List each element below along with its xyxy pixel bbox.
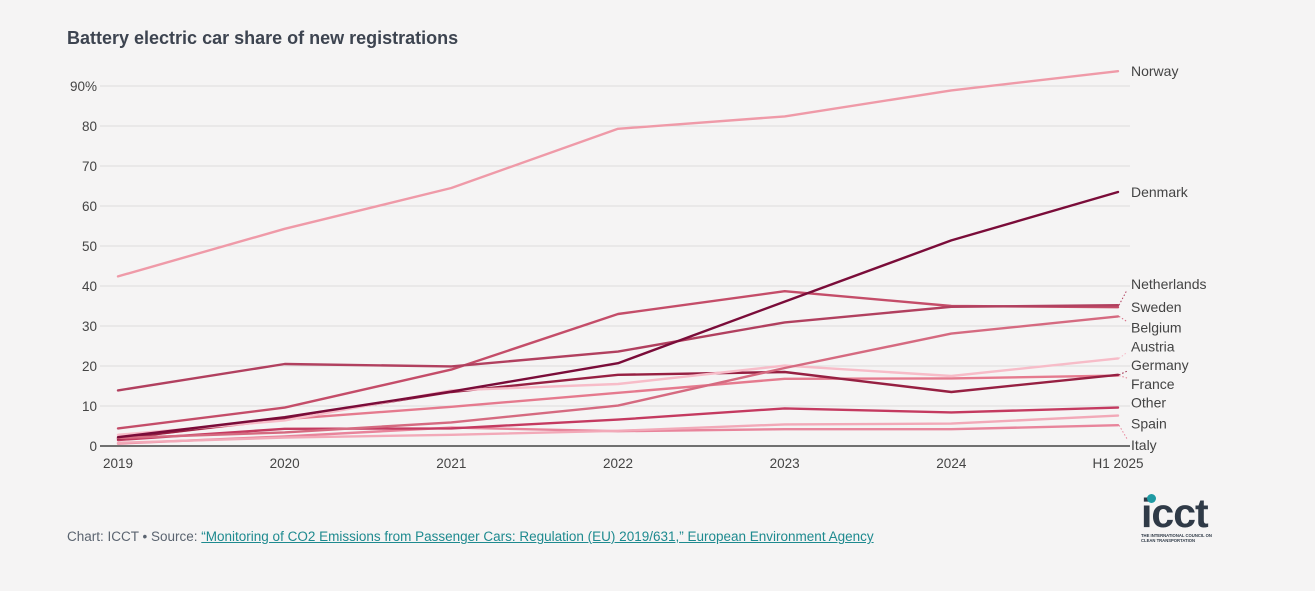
logo-tagline: THE INTERNATIONAL COUNCIL ON CLEAN TRANS…	[1141, 533, 1212, 543]
series-line-belgium	[116, 315, 1120, 440]
chart-source: Chart: ICCT • Source: “Monitoring of CO2…	[67, 529, 874, 544]
y-tick-label: 80	[82, 119, 97, 134]
series-line-austria	[116, 357, 1120, 436]
series-label-other: Other	[1131, 394, 1166, 410]
label-leader	[1118, 351, 1128, 359]
series-line-italy	[116, 424, 1120, 445]
logo-dot-icon	[1147, 494, 1156, 503]
x-tick-label: 2020	[270, 456, 300, 471]
x-tick-label: H1 2025	[1092, 456, 1143, 471]
label-leader	[1118, 289, 1128, 306]
y-tick-label: 20	[82, 359, 97, 374]
label-leader	[1118, 424, 1128, 440]
series-label-france: France	[1131, 376, 1175, 392]
label-leader	[1118, 370, 1128, 376]
y-tick-label: 50	[82, 239, 97, 254]
x-tick-label: 2021	[436, 456, 466, 471]
chart-title: Battery electric car share of new regist…	[67, 28, 459, 48]
y-tick-label: 40	[82, 279, 97, 294]
series-labels: Norway Denmark Netherlands Sweden Belgium Aus…	[1118, 63, 1207, 453]
series-lines	[116, 69, 1120, 445]
y-tick-label: 60	[82, 199, 97, 214]
series-line-norway	[116, 69, 1120, 278]
series-label-belgium: Belgium	[1131, 320, 1182, 336]
series-label-italy: Italy	[1131, 437, 1157, 453]
series-line-other	[116, 406, 1120, 442]
series-label-sweden: Sweden	[1131, 299, 1182, 315]
source-prefix: Chart: ICCT • Source:	[67, 529, 202, 544]
series-label-germany: Germany	[1131, 357, 1189, 373]
y-tick-label: 90%	[70, 79, 97, 94]
label-leader	[1118, 315, 1128, 323]
series-line-sweden	[116, 290, 1120, 430]
y-tick-label: 70	[82, 159, 97, 174]
series-line-denmark	[116, 190, 1120, 439]
x-tick-label: 2024	[936, 456, 967, 471]
series-label-netherlands: Netherlands	[1131, 276, 1207, 292]
x-axis-ticks: 2019 2020 2021 2022 2023 2024 H1 2025	[103, 456, 1144, 471]
series-label-spain: Spain	[1131, 416, 1167, 432]
series-label-austria: Austria	[1131, 338, 1175, 354]
y-tick-label: 10	[82, 399, 97, 414]
y-tick-label: 30	[82, 319, 97, 334]
x-tick-label: 2022	[603, 456, 633, 471]
source-link[interactable]: “Monitoring of CO2 Emissions from Passen…	[201, 529, 874, 544]
series-line-spain	[116, 414, 1120, 444]
label-leader	[1118, 375, 1128, 379]
series-line-netherlands	[116, 304, 1120, 392]
grid-lines	[100, 85, 1130, 447]
icct-logo: icct THE INTERNATIONAL COUNCIL ON CLEAN …	[1141, 492, 1221, 544]
x-tick-label: 2023	[770, 456, 800, 471]
y-tick-label: 0	[89, 439, 97, 454]
series-label-norway: Norway	[1131, 63, 1178, 79]
y-axis-ticks: 0 10 20 30 40 50 60 70 80 90%	[70, 79, 97, 454]
series-label-denmark: Denmark	[1131, 184, 1189, 200]
x-tick-label: 2019	[103, 456, 133, 471]
